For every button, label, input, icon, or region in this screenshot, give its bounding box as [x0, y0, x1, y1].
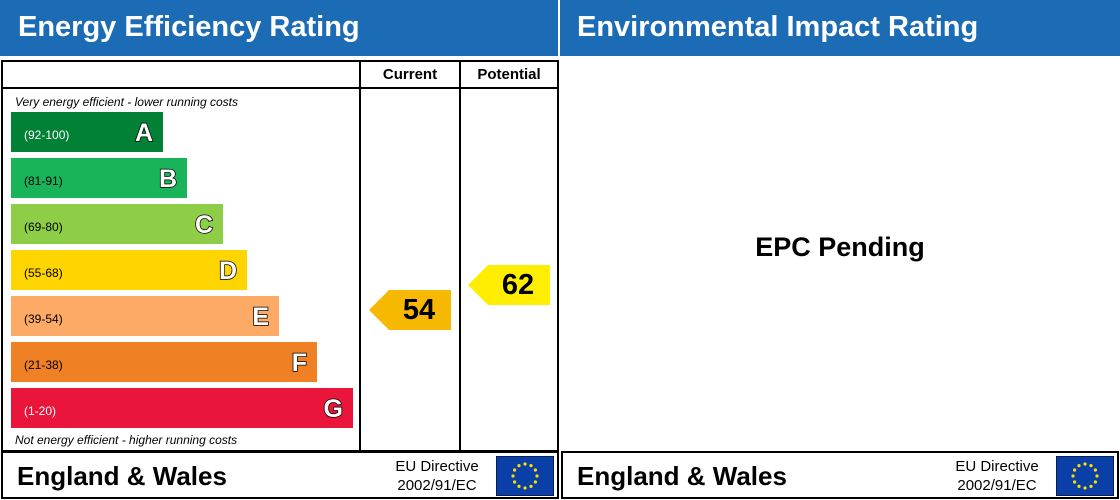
- band-e: (39-54) E: [11, 296, 279, 336]
- environmental-impact-header: Environmental Impact Rating: [560, 0, 1120, 56]
- potential-rating-arrow-polygon: [468, 265, 550, 305]
- eu-star: [517, 464, 521, 468]
- inefficient-note: Not energy efficient - higher running co…: [15, 433, 238, 447]
- band-range: (92-100): [24, 128, 70, 142]
- directive-line-2: 2002/91/EC: [957, 477, 1037, 494]
- current-column-header: Current: [382, 66, 438, 83]
- band-c: (69-80) C: [11, 204, 223, 244]
- band-letter: D: [218, 256, 238, 286]
- energy-efficiency-header: Energy Efficiency Rating: [0, 0, 558, 56]
- eu-star: [513, 480, 517, 484]
- current-rating-arrow-polygon: [369, 290, 451, 330]
- current-rating-arrow-value: 54: [402, 294, 436, 326]
- eu-star: [1095, 474, 1099, 478]
- eu-star: [1077, 464, 1081, 468]
- region-label: England & Wales: [577, 461, 787, 491]
- potential-rating-arrow-value: 62: [501, 269, 535, 301]
- eu-star: [1073, 480, 1077, 484]
- band-range: (81-91): [24, 174, 63, 188]
- eu-flag-icon: [1056, 456, 1114, 496]
- eu-star: [1093, 480, 1097, 484]
- directive-line-2: 2002/91/EC: [397, 477, 477, 494]
- band-range: (1-20): [24, 404, 57, 418]
- environmental-impact-panel: EPC Pending: [560, 56, 1120, 452]
- band-letter: F: [291, 348, 308, 378]
- eu-flag-icon: [496, 456, 554, 496]
- footer-environmental: England & Wales EU Directive 2002/91/EC: [561, 451, 1119, 499]
- eu-star: [1083, 462, 1087, 466]
- efficient-note: Very energy efficient - lower running co…: [15, 95, 238, 109]
- eu-star: [535, 474, 539, 478]
- eu-flag-background: [496, 456, 554, 496]
- eu-star: [1093, 468, 1097, 472]
- header-row-divider: [3, 87, 557, 89]
- band-range: (39-54): [24, 312, 63, 326]
- directive-line-1: EU Directive: [955, 458, 1039, 475]
- eu-flag-background: [1056, 456, 1114, 496]
- energy-efficiency-chart: Current Potential Very energy efficient …: [1, 60, 559, 452]
- potential-rating-arrow: 62: [468, 265, 550, 305]
- eu-star: [533, 468, 537, 472]
- eu-star: [1077, 484, 1081, 488]
- band-range: (55-68): [24, 266, 63, 280]
- eu-star: [1073, 468, 1077, 472]
- eu-star: [533, 480, 537, 484]
- footer-energy: England & Wales EU Directive 2002/91/EC: [1, 451, 559, 499]
- eu-star: [529, 484, 533, 488]
- eu-directive-label: EU Directive 2002/91/EC: [943, 457, 1051, 495]
- band-letter: B: [158, 164, 178, 194]
- potential-rating-arrow-shape: [468, 265, 550, 305]
- current-rating-arrow: 54: [369, 290, 451, 330]
- band-g: (1-20) G: [11, 388, 353, 428]
- eu-directive-label: EU Directive 2002/91/EC: [383, 457, 491, 495]
- band-range: (69-80): [24, 220, 63, 234]
- eu-star: [517, 484, 521, 488]
- eu-star: [529, 464, 533, 468]
- band-letter: E: [252, 302, 270, 332]
- band-range: (21-38): [24, 358, 63, 372]
- eu-star: [1083, 486, 1087, 490]
- band-letter: C: [194, 210, 214, 240]
- eu-star: [513, 468, 517, 472]
- current-column-divider: [359, 62, 361, 450]
- band-f: (21-38) F: [11, 342, 317, 382]
- band-b: (81-91) B: [11, 158, 187, 198]
- band-a: (92-100) A: [11, 112, 163, 152]
- eu-star: [511, 474, 515, 478]
- eu-star: [523, 486, 527, 490]
- potential-column-header: Potential: [477, 66, 541, 83]
- potential-column-divider: [459, 62, 461, 450]
- band-letter: A: [134, 118, 154, 148]
- eu-star: [1089, 464, 1093, 468]
- eu-star: [1089, 484, 1093, 488]
- band-d: (55-68) D: [11, 250, 247, 290]
- eu-star: [1071, 474, 1075, 478]
- region-label: England & Wales: [17, 461, 227, 491]
- eu-star: [523, 462, 527, 466]
- epc-pending-text: EPC Pending: [755, 232, 925, 262]
- directive-line-1: EU Directive: [395, 458, 479, 475]
- current-rating-arrow-shape: [369, 290, 451, 330]
- band-letter: G: [323, 394, 344, 424]
